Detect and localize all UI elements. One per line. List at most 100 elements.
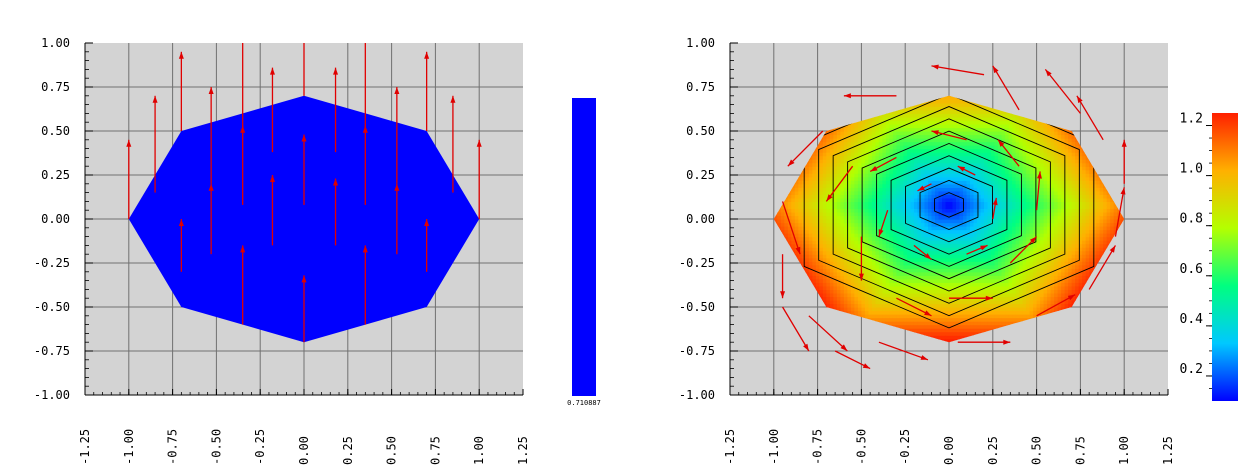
colorbar-tick-label: 1.0: [1180, 162, 1203, 177]
vector-arrow: [1009, 236, 1038, 264]
x-tick-label: -0.75: [166, 429, 180, 465]
domain-polygon: [128, 95, 480, 343]
contour-lines: [803, 95, 1095, 329]
x-tick-label: 1.00: [1117, 436, 1131, 465]
vector-arrow: [782, 306, 810, 352]
vector-arrow: [269, 175, 275, 246]
vector-arrow: [240, 125, 246, 205]
x-tick-label: 0.75: [428, 436, 442, 465]
vector-arrow: [242, 43, 244, 131]
colorbar-tick-label: 0.4: [1180, 312, 1204, 327]
x-tick-label: -0.50: [209, 429, 223, 465]
colorbar-left: 0.710887: [567, 98, 601, 407]
y-tick-label: -1.00: [679, 388, 715, 402]
colorbar-ticks: 1.2 1.0 0.8 0.6 0.4 0.2: [1180, 112, 1212, 389]
x-tick-label: -1.00: [767, 429, 781, 465]
vector-arrow: [808, 315, 848, 352]
vector-arrow: [424, 51, 430, 131]
vector-arrow: [834, 350, 871, 370]
y-tick-label: 1.00: [41, 36, 70, 50]
y-tick-label: -0.75: [679, 344, 715, 358]
y-tick-label: -0.50: [679, 300, 715, 314]
y-tick-label: -0.75: [34, 344, 70, 358]
vector-arrow: [878, 341, 929, 361]
y-tick-label: 0.25: [686, 168, 715, 182]
y-tick-label: 0.75: [686, 80, 715, 94]
vector-arrow: [1088, 245, 1116, 290]
vector-arrow: [152, 95, 158, 193]
x-tick-label: 0.75: [1073, 436, 1087, 465]
x-tick-label: 0.25: [341, 436, 355, 465]
contour-line: [890, 155, 1008, 255]
vector-arrow: [303, 43, 305, 96]
x-tick-label: -1.00: [122, 429, 136, 465]
contour-line: [876, 142, 1022, 267]
contour-line: [905, 167, 993, 243]
heatmap-panel: 1.00 0.75 0.50 0.25 0.00 -0.25 -0.50 -0.75 -1.00…: [679, 36, 1175, 465]
vector-arrow: [178, 51, 184, 131]
contour-line: [919, 179, 979, 231]
x-tick-label: -0.25: [898, 429, 912, 465]
vector-arrow: [208, 87, 214, 184]
y-tick-labels: 1.00 0.75 0.50 0.25 0.00 -0.25 -0.50 -0.75 -1.00: [679, 36, 715, 402]
colorbar-tick-label: 1.2: [1180, 112, 1203, 127]
x-tick-label: -1.25: [78, 429, 92, 465]
vector-arrow: [917, 183, 932, 192]
vector-arrow: [178, 219, 184, 272]
colorbar-right: 1.2 1.0 0.8 0.6 0.4 0.2: [1180, 112, 1238, 401]
vector-arrow: [364, 43, 366, 131]
vector-arrow: [949, 295, 993, 301]
vector-arrow: [126, 139, 132, 219]
axis-frame: [84, 42, 524, 396]
x-tick-label: -1.25: [723, 429, 737, 465]
vector-arrow: [1035, 171, 1042, 211]
vector-arrow: [1044, 68, 1081, 114]
axis-frame: [729, 42, 1169, 396]
vector-arrow: [394, 87, 400, 184]
vector-arrow: [780, 254, 786, 299]
contour-line: [861, 130, 1037, 280]
vector-arrow: [1076, 95, 1104, 141]
vector-arrow: [394, 183, 400, 255]
contour-line: [803, 95, 1095, 329]
y-tick-label: -0.25: [34, 256, 70, 270]
x-tick-label: -0.50: [854, 429, 868, 465]
x-tick-label: 0.50: [385, 436, 399, 465]
colorbar-tick-label: 0.8: [1180, 212, 1203, 227]
vector-arrows: [126, 43, 482, 343]
vector-arrow: [843, 93, 897, 99]
vector-arrow: [1121, 139, 1127, 184]
vector-arrow: [333, 67, 339, 153]
vector-arrow: [1114, 187, 1126, 237]
x-tick-label: 1.25: [1161, 436, 1175, 465]
vector-arrow: [208, 183, 214, 255]
vector-arrow: [476, 139, 482, 219]
vector-arrow: [825, 165, 854, 202]
y-tick-label: -0.25: [679, 256, 715, 270]
vector-arrow: [858, 236, 864, 281]
vector-arrow: [931, 64, 985, 76]
contour-line: [818, 95, 1080, 317]
colorbar-bar: [572, 98, 596, 396]
vector-arrow: [450, 95, 456, 193]
y-tick-label: 0.00: [686, 212, 715, 226]
vector-arrow: [301, 275, 307, 343]
vector-arrow: [869, 156, 897, 173]
colorbar-value-label: 0.710887: [567, 399, 601, 407]
vector-arrow: [787, 130, 824, 167]
vector-arrow: [333, 178, 339, 246]
vector-arrow: [1036, 294, 1076, 317]
x-tick-label: 0.00: [942, 436, 956, 465]
x-tick-label: 0.00: [297, 436, 311, 465]
vector-arrow: [781, 201, 801, 255]
colorbar-tick-label: 0.6: [1180, 262, 1203, 277]
vector-arrows: [780, 64, 1127, 370]
vector-arrow: [931, 130, 967, 141]
y-tick-label: -0.50: [34, 300, 70, 314]
y-tick-label: 0.25: [41, 168, 70, 182]
x-tick-label: -0.25: [253, 429, 267, 465]
x-tick-label: -0.75: [811, 429, 825, 465]
y-tick-label: -1.00: [34, 388, 70, 402]
y-tick-label: 0.50: [686, 124, 715, 138]
